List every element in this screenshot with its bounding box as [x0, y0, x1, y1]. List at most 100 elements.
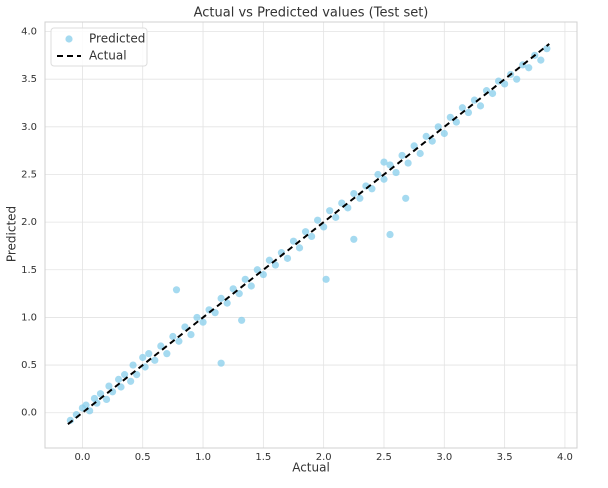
point: [537, 56, 545, 64]
x-tick-label: 2.5: [376, 452, 392, 463]
point: [446, 113, 454, 121]
x-tick-label: 4.0: [557, 452, 573, 463]
point: [410, 142, 418, 150]
x-tick-label: 3.0: [436, 452, 452, 463]
point: [501, 80, 509, 88]
point: [301, 228, 310, 236]
point: [350, 189, 358, 198]
point: [241, 275, 249, 283]
x-axis-label: Actual: [292, 461, 330, 475]
legend-marker: [65, 35, 73, 43]
y-tick-label: 0.5: [21, 360, 37, 371]
y-tick-label: 4.0: [21, 27, 37, 38]
point: [452, 118, 460, 126]
point: [199, 318, 207, 326]
y-tick-label: 3.5: [21, 74, 37, 85]
x-tick-label: 3.5: [497, 452, 513, 463]
point: [338, 199, 346, 207]
point: [422, 132, 430, 140]
y-tick-label: 2.5: [21, 169, 37, 180]
point: [380, 175, 388, 183]
point: [93, 399, 101, 407]
point: [145, 350, 153, 358]
point: [187, 330, 195, 339]
point: [114, 375, 123, 383]
point: [326, 207, 334, 215]
point: [238, 316, 246, 324]
point: [386, 161, 394, 169]
point: [374, 170, 382, 179]
point: [513, 75, 521, 83]
chart-title: Actual vs Predicted values (Test set): [194, 6, 429, 21]
point: [127, 377, 135, 385]
plot-frame: [44, 21, 578, 449]
point: [380, 158, 388, 166]
y-tick-label: 3.0: [21, 122, 37, 133]
point: [229, 285, 237, 293]
point: [82, 401, 90, 409]
point: [157, 342, 165, 350]
point: [235, 290, 243, 298]
legend-box: [50, 27, 148, 67]
x-tick-label: 0.0: [74, 452, 90, 463]
point: [525, 64, 533, 72]
point: [172, 286, 181, 294]
point: [175, 337, 183, 345]
point: [247, 282, 255, 290]
y-tick-label: 0.0: [21, 408, 37, 419]
point: [223, 299, 231, 307]
point: [211, 309, 219, 317]
point: [117, 383, 125, 391]
point: [428, 137, 436, 145]
point: [129, 361, 137, 369]
point: [440, 129, 448, 138]
point: [476, 102, 485, 110]
point: [217, 294, 225, 302]
point: [193, 313, 201, 322]
point: [105, 382, 113, 390]
x-tick-label: 1.0: [195, 452, 211, 463]
y-tick-label: 1.5: [21, 265, 37, 276]
point: [332, 213, 340, 221]
point: [543, 45, 551, 53]
point: [151, 356, 159, 364]
point: [434, 123, 442, 131]
point: [96, 390, 105, 398]
legend-label: Actual: [89, 49, 127, 63]
point: [66, 416, 74, 424]
point: [139, 353, 147, 362]
point: [259, 270, 267, 279]
point: [386, 230, 394, 239]
point: [271, 261, 280, 269]
point: [368, 185, 376, 193]
legend-label: Predicted: [89, 32, 145, 46]
point: [404, 159, 412, 167]
y-tick-label: 1.0: [21, 312, 37, 323]
point: [283, 254, 292, 262]
point: [464, 108, 473, 117]
point: [344, 204, 352, 212]
point: [350, 235, 358, 243]
point: [295, 244, 304, 252]
point: [133, 371, 141, 379]
point: [169, 332, 177, 341]
point: [402, 194, 410, 202]
point: [181, 323, 189, 331]
point: [308, 232, 316, 241]
y-axis-label: Predicted: [5, 206, 19, 262]
point: [392, 168, 400, 177]
point: [102, 395, 111, 403]
point: [265, 256, 273, 264]
point: [488, 89, 497, 98]
point: [320, 223, 328, 231]
x-tick-label: 2.0: [316, 452, 332, 463]
point: [121, 371, 129, 379]
reference-line: [67, 43, 550, 425]
x-tick-label: 1.5: [255, 452, 271, 463]
point: [163, 350, 171, 358]
point: [356, 194, 364, 202]
point: [398, 151, 406, 160]
point: [314, 216, 322, 224]
point: [253, 266, 261, 274]
